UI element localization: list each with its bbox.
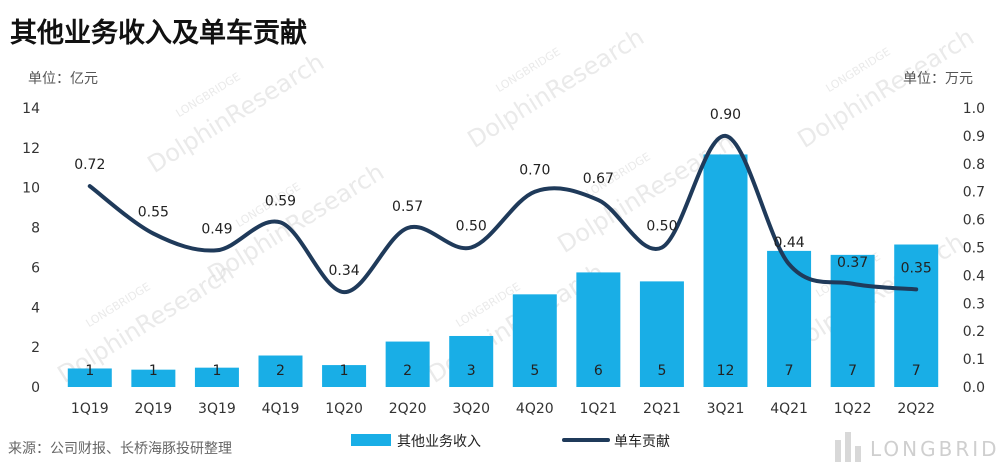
bar [258, 355, 303, 387]
right-tick-label: 0.4 [963, 268, 985, 284]
line-value-label: 0.57 [392, 199, 423, 215]
x-tick-label: 3Q19 [198, 401, 236, 417]
line-value-label: 0.90 [710, 107, 741, 123]
left-tick-label: 8 [31, 221, 40, 237]
x-tick-label: 4Q19 [262, 401, 300, 417]
right-tick-label: 0.3 [963, 296, 985, 312]
line-value-label: 0.35 [901, 260, 932, 276]
bar [576, 272, 621, 387]
x-tick-label: 3Q20 [452, 401, 490, 417]
x-tick-label: 2Q21 [643, 401, 681, 417]
right-tick-label: 0.1 [963, 352, 985, 368]
right-tick-label: 0.7 [963, 185, 985, 201]
bar-value-label: 1 [212, 363, 221, 379]
left-tick-label: 10 [22, 181, 40, 197]
watermark-text: DolphinResearch [143, 48, 329, 179]
x-tick-label: 1Q19 [71, 401, 109, 417]
right-tick-label: 0.2 [963, 324, 985, 340]
legend-line-label: 单车贡献 [614, 433, 670, 450]
bar-value-label: 7 [912, 363, 921, 379]
bar-value-label: 5 [657, 363, 666, 379]
bar-value-label: 5 [530, 363, 539, 379]
right-tick-label: 0.0 [963, 380, 985, 396]
line-value-label: 0.34 [328, 263, 359, 279]
bar [322, 365, 367, 387]
legend: 其他业务收入 单车贡献 [351, 433, 670, 450]
bar [639, 281, 684, 387]
bar [894, 244, 939, 387]
left-axis: 0 2 4 6 8 10 12 14 [22, 101, 40, 396]
line-value-label: 0.70 [519, 163, 550, 179]
brand-logo-bar [845, 432, 851, 462]
bar-value-label: 7 [848, 363, 857, 379]
watermark-text: DolphinResearch [463, 23, 649, 154]
x-tick-label: 3Q21 [707, 401, 745, 417]
brand-logo-bar [855, 446, 861, 462]
line-value-label: 0.72 [74, 157, 105, 173]
bar [830, 254, 875, 387]
bar-value-label: 1 [149, 363, 158, 379]
line-value-label: 0.44 [773, 235, 804, 251]
watermark-text: DolphinResearch [793, 23, 979, 154]
legend-bar-label: 其他业务收入 [397, 434, 481, 450]
right-tick-label: 0.6 [963, 213, 985, 229]
bar-value-label: 1 [85, 363, 94, 379]
x-tick-label: 2Q19 [134, 401, 172, 417]
line-value-label: 0.49 [201, 221, 232, 237]
line-value-label: 0.37 [837, 255, 868, 271]
left-tick-label: 0 [31, 380, 40, 396]
legend-bar-swatch [351, 434, 391, 446]
brand-watermark: LONGBRIDGE [870, 437, 1000, 461]
left-tick-label: 4 [31, 300, 40, 316]
bar [131, 369, 176, 387]
x-tick-label: 4Q21 [770, 401, 808, 417]
x-tick-label: 4Q20 [516, 401, 554, 417]
line-series: 0.72 0.55 0.49 0.59 0.34 0.57 0.50 0.70 0.67 0.50… [74, 107, 932, 295]
right-tick-label: 1.0 [963, 101, 985, 117]
chart-title: 其他业务收入及单车贡献 [10, 17, 307, 49]
bar-value-label: 2 [276, 363, 285, 379]
bar [449, 335, 494, 387]
bar [194, 367, 239, 387]
brand-logo-bar [835, 440, 841, 462]
right-tick-label: 0.5 [963, 241, 985, 257]
line-value-label: 0.55 [138, 205, 169, 221]
left-tick-label: 6 [31, 260, 40, 276]
bar-series: 1 1 1 2 1 2 3 5 6 5 12 7 7 7 [67, 154, 939, 387]
line-value-label: 0.50 [646, 219, 677, 235]
left-tick-label: 14 [22, 101, 40, 117]
line-value-label: 0.50 [456, 219, 487, 235]
line-path [87, 133, 919, 295]
x-axis: 1Q19 2Q19 3Q19 4Q19 1Q20 2Q20 3Q20 4Q20 1Q21 2Q21… [71, 401, 935, 417]
bar-value-label: 3 [467, 363, 476, 379]
bar-value-label: 7 [785, 363, 794, 379]
x-tick-label: 1Q21 [579, 401, 617, 417]
left-axis-unit: 单位：亿元 [28, 71, 98, 87]
bar-value-label: 1 [340, 363, 349, 379]
x-tick-label: 2Q22 [897, 401, 935, 417]
line-value-label: 0.59 [265, 193, 296, 209]
bar-value-label: 6 [594, 363, 603, 379]
line-value-label: 0.67 [583, 171, 614, 187]
bar [385, 341, 430, 387]
watermark-layer: DolphinResearch LONGBRIDGE DolphinResearch… [53, 23, 1000, 462]
right-axis-unit: 单位：万元 [903, 71, 973, 87]
right-tick-label: 0.8 [963, 157, 985, 173]
bar [703, 154, 748, 387]
bar-value-label: 2 [403, 363, 412, 379]
source-note: 来源：公司财报、长桥海豚投研整理 [8, 441, 232, 457]
bar [767, 250, 812, 387]
bar [512, 294, 557, 387]
bar-value-label: 12 [717, 363, 735, 379]
x-tick-label: 1Q22 [834, 401, 872, 417]
right-tick-label: 0.9 [963, 129, 985, 145]
left-tick-label: 12 [22, 141, 40, 157]
x-tick-label: 1Q20 [325, 401, 363, 417]
x-tick-label: 2Q20 [389, 401, 427, 417]
bar [67, 368, 112, 387]
right-axis: 0.0 0.1 0.2 0.3 0.4 0.5 0.6 0.7 0.8 0.9 1.0 [963, 101, 985, 396]
left-tick-label: 2 [31, 340, 40, 356]
